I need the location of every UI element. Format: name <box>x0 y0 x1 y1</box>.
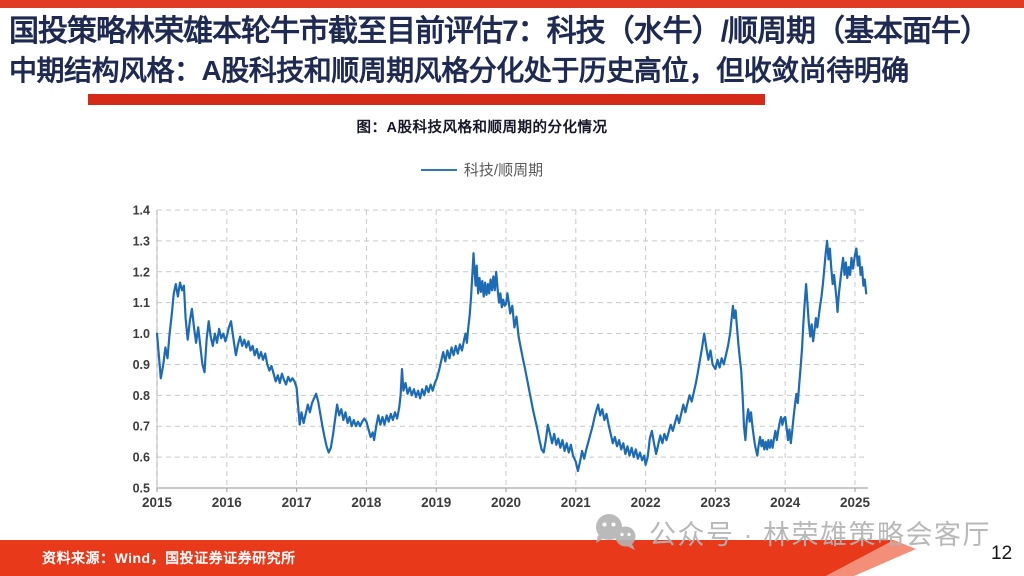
x-tick-label: 2024 <box>770 495 801 510</box>
page-number: 12 <box>991 543 1013 564</box>
y-tick-label: 0.9 <box>133 358 150 372</box>
y-tick-label: 0.7 <box>133 420 150 434</box>
x-tick-label: 2020 <box>491 495 521 510</box>
watermark: 公众号 · 林荣雄策略会客厅 <box>594 513 991 553</box>
ratio-line-chart: 0.5 0.6 0.7 0.8 0.9 1.0 1.1 1.2 1.3 1.4 2015 2016 20… <box>133 204 871 511</box>
chart-legend: 科技/顺周期 <box>152 159 812 180</box>
slide-title-line2: 中期结构风格：A股科技和顺周期风格分化处于历史高位，但收敛尚待明确 <box>9 55 909 86</box>
y-tick-label: 0.5 <box>133 482 150 496</box>
source-text: 资料来源：Wind，国投证券证券研究所 <box>42 550 296 566</box>
title-underline <box>88 94 765 105</box>
x-tick-label: 2018 <box>351 495 382 510</box>
x-tick-label: 2025 <box>840 495 871 510</box>
x-tick-label: 2017 <box>282 495 312 510</box>
wechat-icon <box>596 514 636 550</box>
y-tick-label: 1.3 <box>133 234 150 248</box>
x-tick-label: 2019 <box>421 495 451 510</box>
y-tick-label: 1.1 <box>133 296 150 310</box>
slide-title-line1: 国投策略林荣雄本轮牛市截至目前评估7：科技（水牛）/顺周期（基本面牛） <box>9 15 990 48</box>
x-tick-label: 2021 <box>561 495 592 510</box>
x-tick-label: 2022 <box>631 495 661 510</box>
y-tick-label: 0.8 <box>133 389 150 403</box>
y-tick-label: 1.0 <box>133 327 150 341</box>
footer-band <box>0 540 894 576</box>
top-accent-bar <box>0 0 1024 8</box>
legend-line-swatch <box>420 168 457 171</box>
legend-label: 科技/顺周期 <box>463 162 544 179</box>
x-tick-label: 2023 <box>700 495 731 510</box>
series-line-科技/顺周期 <box>155 239 868 473</box>
y-tick-label: 1.4 <box>133 204 150 218</box>
chart-title: 图：A股科技风格和顺周期的分化情况 <box>356 120 608 136</box>
x-tick-label: 2015 <box>142 495 173 510</box>
y-tick-label: 0.6 <box>133 451 150 465</box>
y-tick-label: 1.2 <box>133 265 150 279</box>
x-tick-label: 2016 <box>212 495 243 510</box>
watermark-text: 公众号 · 林荣雄策略会客厅 <box>649 520 991 550</box>
